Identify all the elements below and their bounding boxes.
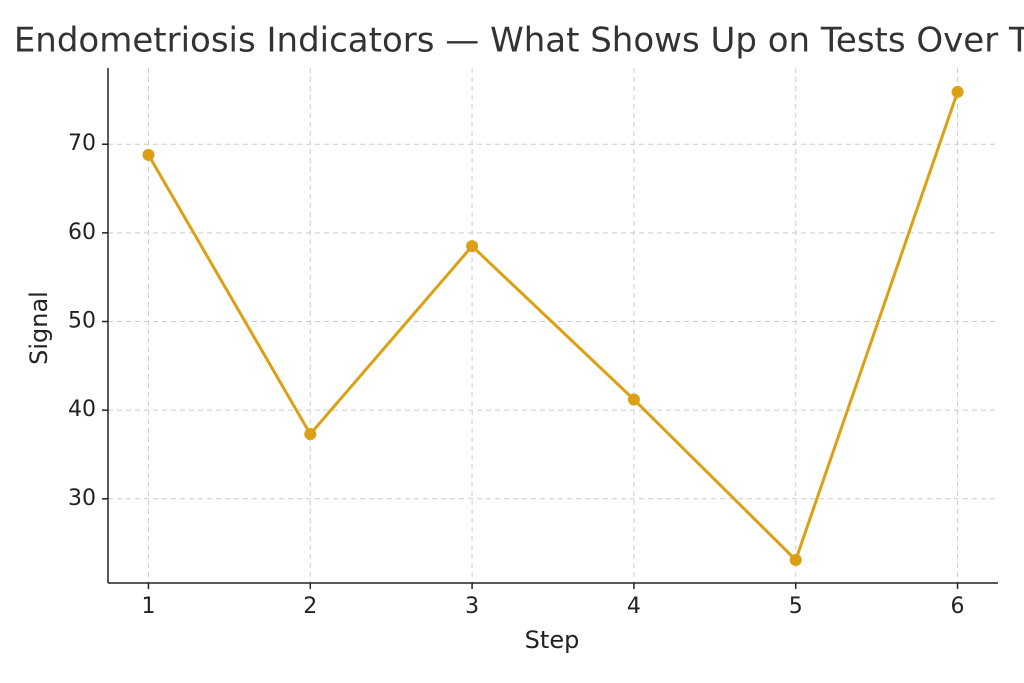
x-axis-label: Step: [525, 626, 580, 654]
y-axis-label: Signal: [25, 291, 53, 365]
y-tick-label: 40: [68, 397, 96, 422]
data-point: [466, 240, 479, 253]
y-tick-label: 50: [68, 309, 96, 334]
data-point: [951, 85, 964, 98]
x-tick-label: 2: [303, 594, 317, 619]
data-point: [789, 553, 802, 566]
chart-title: Endometriosis Indicators — What Shows Up…: [14, 21, 1024, 61]
x-tick-label: 5: [789, 594, 803, 619]
x-tick-label: 6: [951, 594, 965, 619]
data-point: [142, 148, 155, 161]
y-tick-label: 30: [68, 486, 96, 511]
x-tick-label: 1: [141, 594, 155, 619]
y-tick-label: 70: [68, 131, 96, 156]
x-tick-label: 4: [627, 594, 641, 619]
y-tick-label: 60: [68, 220, 96, 245]
data-point: [304, 428, 317, 441]
data-point: [627, 393, 640, 406]
x-tick-label: 3: [465, 594, 479, 619]
series-line: [147, 91, 959, 563]
